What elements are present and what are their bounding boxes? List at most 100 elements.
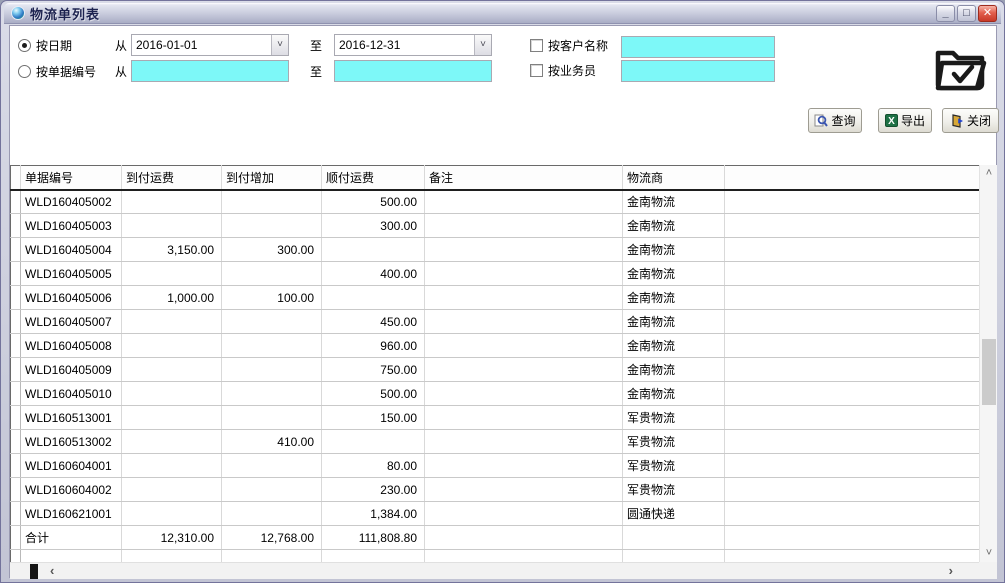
cell bbox=[424, 261, 623, 286]
date-from-combo[interactable]: 2016-01-01 ˅ bbox=[131, 34, 289, 56]
table-row[interactable]: WLD160621001 1,384.00 圆通快递 bbox=[10, 501, 979, 526]
cell: 400.00 bbox=[321, 261, 425, 286]
cell bbox=[321, 237, 425, 262]
close-button[interactable]: 关闭 bbox=[942, 108, 999, 133]
cell: WLD160621001 bbox=[20, 501, 122, 526]
query-button[interactable]: 查询 bbox=[808, 108, 862, 133]
cell bbox=[424, 477, 623, 502]
cell bbox=[622, 525, 725, 550]
cell: 军贵物流 bbox=[622, 429, 725, 454]
checkbox-by-salesman[interactable] bbox=[530, 64, 543, 77]
query-button-label: 查询 bbox=[831, 114, 856, 128]
row-indicator bbox=[10, 261, 21, 286]
cell bbox=[321, 285, 425, 310]
customer-name-input[interactable] bbox=[621, 36, 775, 58]
table-row[interactable]: WLD160405010 500.00 金南物流 bbox=[10, 381, 979, 406]
column-header-doc-number[interactable]: 单据编号 bbox=[20, 165, 122, 191]
cell bbox=[321, 549, 425, 562]
close-window-button[interactable]: ✕ bbox=[978, 4, 997, 22]
cell bbox=[121, 261, 222, 286]
date-to-combo[interactable]: 2016-12-31 ˅ bbox=[334, 34, 492, 56]
cell: 金南物流 bbox=[622, 261, 725, 286]
row-indicator-header bbox=[10, 165, 21, 191]
table-row[interactable]: 合计 12,310.00 12,768.00 111,808.80 bbox=[10, 525, 979, 550]
cell: 230.00 bbox=[321, 477, 425, 502]
column-header-prepaid-freight[interactable]: 顺付运费 bbox=[321, 165, 425, 191]
table-row[interactable]: WLD160513001 150.00 军贵物流 bbox=[10, 405, 979, 430]
table-row[interactable]: WLD160405002 500.00 金南物流 bbox=[10, 189, 979, 214]
cell bbox=[424, 309, 623, 334]
export-button[interactable]: X 导出 bbox=[878, 108, 932, 133]
empty-cell bbox=[724, 477, 979, 502]
scroll-right-icon[interactable]: › bbox=[948, 563, 953, 578]
cell bbox=[221, 213, 322, 238]
table-row[interactable]: WLD160513002 410.00 军贵物流 bbox=[10, 429, 979, 454]
cell bbox=[622, 549, 725, 562]
cell: 金南物流 bbox=[622, 213, 725, 238]
cell: 金南物流 bbox=[622, 309, 725, 334]
empty-cell bbox=[724, 309, 979, 334]
table-row[interactable]: WLD160405004 3,150.00 300.00 金南物流 bbox=[10, 237, 979, 262]
table-row[interactable]: WLD160604002 230.00 军贵物流 bbox=[10, 477, 979, 502]
cell: 450.00 bbox=[321, 309, 425, 334]
vertical-scrollbar[interactable]: ˄ ˅ bbox=[979, 165, 997, 562]
doc-to-input[interactable] bbox=[334, 60, 492, 82]
minimize-button[interactable]: _ bbox=[936, 4, 955, 22]
chevron-down-icon[interactable]: ˅ bbox=[271, 35, 288, 55]
checkbox-by-customer[interactable] bbox=[530, 39, 543, 52]
table-row[interactable]: WLD160405009 750.00 金南物流 bbox=[10, 357, 979, 382]
cell bbox=[221, 189, 322, 214]
chevron-down-icon[interactable]: ˅ bbox=[474, 35, 491, 55]
column-header-collect-freight[interactable]: 到付运费 bbox=[121, 165, 222, 191]
checkbox-by-customer-label: 按客户名称 bbox=[548, 39, 609, 53]
table-row[interactable] bbox=[10, 549, 979, 562]
radio-by-date[interactable] bbox=[18, 39, 31, 52]
cell bbox=[424, 405, 623, 430]
doc-from-input[interactable] bbox=[131, 60, 289, 82]
open-folder-check-icon bbox=[935, 50, 987, 91]
table-row[interactable]: WLD160405006 1,000.00 100.00 金南物流 bbox=[10, 285, 979, 310]
table-row[interactable]: WLD160405005 400.00 金南物流 bbox=[10, 261, 979, 286]
salesman-input[interactable] bbox=[621, 60, 775, 82]
cell: 军贵物流 bbox=[622, 453, 725, 478]
horizontal-scrollbar-thumb[interactable] bbox=[30, 564, 38, 579]
radio-by-doc-label: 按单据编号 bbox=[36, 65, 97, 79]
empty-cell bbox=[724, 381, 979, 406]
empty-cell bbox=[724, 549, 979, 562]
vertical-scrollbar-thumb[interactable] bbox=[982, 339, 996, 405]
scroll-left-icon[interactable]: ‹ bbox=[50, 563, 55, 578]
cell: 111,808.80 bbox=[321, 525, 425, 550]
cell: WLD160513002 bbox=[20, 429, 122, 454]
column-header-remarks[interactable]: 备注 bbox=[424, 165, 623, 191]
cell bbox=[121, 501, 222, 526]
client-area: 按日期 从 2016-01-01 ˅ 至 2016-12-31 ˅ 按单据编号 … bbox=[9, 25, 999, 579]
horizontal-scrollbar[interactable]: ‹ › bbox=[10, 562, 979, 579]
cell bbox=[221, 453, 322, 478]
scroll-up-icon[interactable]: ˄ bbox=[985, 167, 993, 179]
column-header-logistics-provider[interactable]: 物流商 bbox=[622, 165, 725, 191]
checkbox-by-salesman-label: 按业务员 bbox=[548, 64, 597, 78]
cell bbox=[424, 357, 623, 382]
cell: 军贵物流 bbox=[622, 477, 725, 502]
column-header-collect-extra[interactable]: 到付增加 bbox=[221, 165, 322, 191]
empty-cell bbox=[724, 429, 979, 454]
cell bbox=[424, 549, 623, 562]
table-row[interactable]: WLD160604001 80.00 军贵物流 bbox=[10, 453, 979, 478]
scroll-down-icon[interactable]: ˅ bbox=[985, 547, 993, 559]
excel-icon: X bbox=[884, 114, 898, 127]
empty-cell bbox=[724, 405, 979, 430]
to-label-date: 至 bbox=[310, 39, 323, 53]
cell: 军贵物流 bbox=[622, 405, 725, 430]
cell: 410.00 bbox=[221, 429, 322, 454]
table-row[interactable]: WLD160405007 450.00 金南物流 bbox=[10, 309, 979, 334]
table-row[interactable]: WLD160405003 300.00 金南物流 bbox=[10, 213, 979, 238]
cell bbox=[424, 381, 623, 406]
row-indicator bbox=[10, 333, 21, 358]
table-row[interactable]: WLD160405008 960.00 金南物流 bbox=[10, 333, 979, 358]
radio-by-doc-number[interactable] bbox=[18, 65, 31, 78]
maximize-button[interactable]: □ bbox=[957, 4, 976, 22]
cell bbox=[424, 213, 623, 238]
cell: WLD160405010 bbox=[20, 381, 122, 406]
empty-cell bbox=[724, 501, 979, 526]
cell bbox=[424, 501, 623, 526]
